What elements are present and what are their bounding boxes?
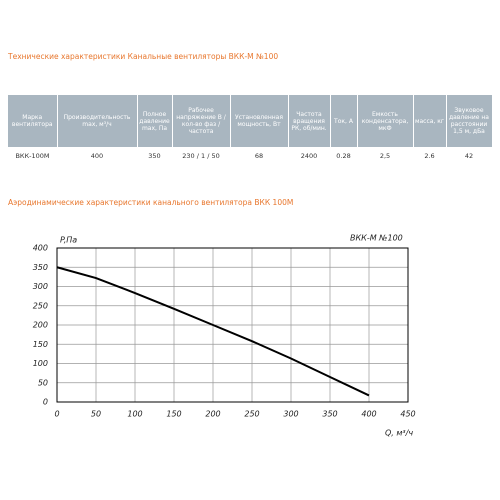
y-tick-label: 200 bbox=[33, 321, 48, 330]
x-axis-label: Q, м³/ч bbox=[385, 429, 413, 438]
x-tick-label: 450 bbox=[400, 410, 415, 419]
x-tick-label: 0 bbox=[54, 410, 59, 419]
y-tick-label: 0 bbox=[43, 398, 48, 407]
table-cell: 2.6 bbox=[424, 152, 435, 160]
column-header: Полное давление max, Па bbox=[137, 95, 173, 147]
x-tick-label: 150 bbox=[166, 410, 181, 419]
table-cell: 230 / 1 / 50 bbox=[182, 152, 220, 160]
x-tick-label: 300 bbox=[283, 410, 298, 419]
y-axis-label: P,Па bbox=[60, 236, 77, 245]
heading: Технические характеристики Канальные вен… bbox=[8, 52, 279, 61]
column-header: Производительность max, м³/ч bbox=[57, 95, 138, 147]
heading: Аэродинамические характеристики канально… bbox=[8, 198, 294, 207]
table-cell: 0.28 bbox=[336, 152, 351, 160]
column-header: Емкость конденсатора, мкФ bbox=[357, 95, 414, 147]
table-cell: 2400 bbox=[300, 152, 318, 160]
x-tick-label: 200 bbox=[205, 410, 220, 419]
y-tick-label: 350 bbox=[33, 263, 48, 272]
y-tick-label: 50 bbox=[38, 378, 48, 387]
x-tick-label: 100 bbox=[127, 410, 142, 419]
column-header: Частота вращения РК, об/мин. bbox=[288, 95, 331, 147]
column-header: Звуковое давление на расстоянии 1,5 м, д… bbox=[446, 95, 493, 147]
x-tick-label: 350 bbox=[322, 410, 337, 419]
table-cell: 2,5 bbox=[379, 152, 391, 160]
x-tick-label: 250 bbox=[244, 410, 259, 419]
table-cell: 350 bbox=[148, 152, 161, 160]
plot-frame bbox=[56, 247, 409, 403]
y-tick-label: 150 bbox=[33, 340, 48, 349]
curve bbox=[56, 266, 370, 397]
y-tick-label: 250 bbox=[33, 301, 48, 310]
y-tick-label: 400 bbox=[33, 244, 48, 253]
column-header: масса, кг bbox=[413, 95, 447, 147]
table-cell: 42 bbox=[464, 152, 474, 160]
table-cell: 400 bbox=[90, 152, 104, 160]
spec-table: Марка вентилятора Производительность max,… bbox=[8, 95, 493, 165]
column-header: Рабочее напряжение В / кол-во фаз / част… bbox=[172, 95, 231, 147]
x-tick-label: 50 bbox=[91, 410, 101, 419]
table-cell: ВКК-100М bbox=[15, 152, 50, 160]
y-tick-label: 100 bbox=[33, 359, 48, 368]
table-cell: 68 bbox=[254, 152, 264, 160]
column-header: Ток, А bbox=[330, 95, 358, 147]
column-header: Марка вентилятора bbox=[8, 95, 58, 147]
x-tick-label: 400 bbox=[361, 410, 376, 419]
y-tick-label: 300 bbox=[33, 282, 48, 291]
table-row: ВКК-100М 400 350 230 / 1 / 50 68 2400 0.28 2,5 2… bbox=[8, 147, 492, 165]
chart: P,Па Q, м³/ч ВКК-М №100 0 50 100 150 200 250 3… bbox=[33, 234, 416, 438]
column-header: Установленная мощность, Вт bbox=[230, 95, 289, 147]
chart-title: ВКК-М №100 bbox=[350, 234, 403, 243]
